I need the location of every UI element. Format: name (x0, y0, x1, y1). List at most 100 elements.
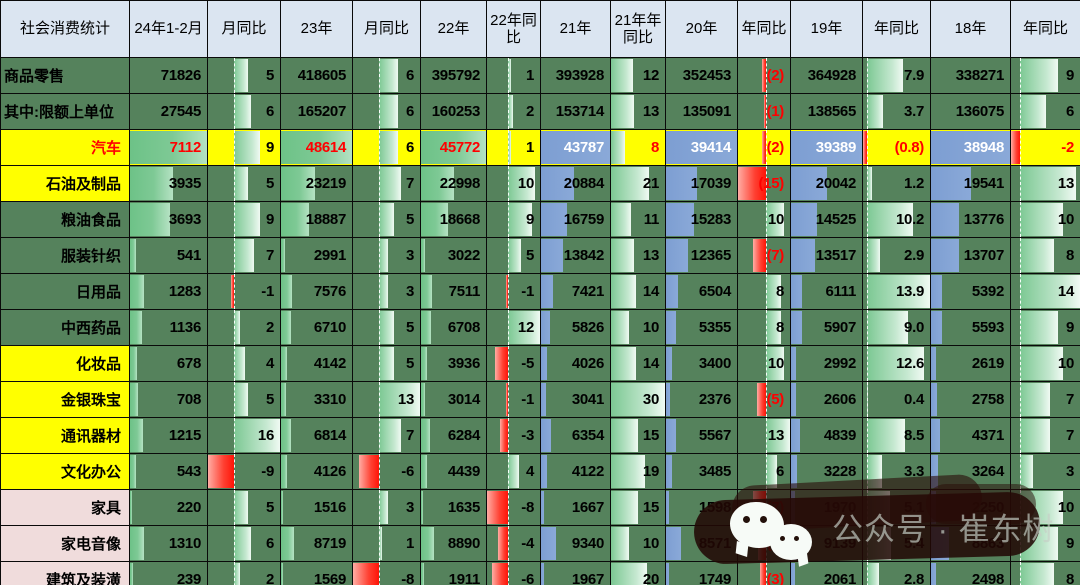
table-cell: 4122 (540, 453, 611, 490)
cell-value: 10.2 (896, 211, 924, 228)
data-bar (130, 131, 207, 164)
cell-value: 10 (1057, 355, 1074, 372)
cell-value: 2.9 (904, 247, 924, 264)
data-bar (541, 347, 548, 380)
negative-yoy-bar (487, 491, 509, 524)
negative-yoy-bar (1011, 131, 1020, 164)
cell-value: 3310 (313, 391, 346, 408)
data-bar (666, 347, 673, 380)
cell-value: 15283 (690, 211, 732, 228)
cell-value: 7511 (448, 283, 481, 300)
data-bar (666, 275, 678, 308)
table-cell: 1.2 (862, 165, 931, 202)
table-cell: 393928 (540, 57, 611, 94)
positive-yoy-bar (508, 131, 511, 164)
cell-value: 1967 (571, 571, 604, 585)
table-cell: 8890 (420, 525, 487, 562)
cell-value: (7) (766, 499, 785, 516)
table-cell: 19541 (930, 165, 1011, 202)
cell-value: 0.4 (904, 391, 924, 408)
data-bar (666, 491, 669, 524)
zero-axis-line (508, 94, 510, 129)
positive-yoy-bar (233, 491, 249, 524)
cell-value: 13 (397, 391, 414, 408)
data-bar (281, 167, 315, 200)
table-cell: 6504 (665, 273, 738, 310)
table-cell: -6 (486, 561, 541, 585)
cell-value: 5 (265, 391, 274, 408)
cell-value: 6 (265, 103, 274, 120)
cell-value: 21 (642, 175, 659, 192)
cell-value: 5 (405, 319, 414, 336)
zero-axis-line (1019, 58, 1021, 93)
cell-value: 20884 (563, 175, 605, 192)
cell-value: 13.9 (896, 283, 924, 300)
cell-value: 7 (1065, 427, 1074, 444)
cell-value: 15 (642, 427, 659, 444)
cell-value: 2 (265, 319, 274, 336)
cell-value: 5392 (971, 283, 1004, 300)
table-cell: -1 (486, 381, 541, 418)
positive-yoy-bar (233, 59, 249, 92)
positive-yoy-bar (611, 383, 665, 416)
data-bar (541, 311, 551, 344)
cell-value: 6710 (313, 319, 346, 336)
zero-axis-line (378, 238, 380, 273)
table-cell: 13 (352, 381, 421, 418)
table-cell: 6814 (280, 417, 353, 454)
cell-value: 8 (775, 319, 784, 336)
row-label: 石油及制品 (0, 165, 130, 202)
cell-value: 19541 (963, 175, 1005, 192)
data-bar (541, 203, 568, 236)
row-label-text: 石油及制品 (45, 176, 121, 193)
cell-value: 5593 (971, 319, 1004, 336)
table-cell: 9 (207, 201, 281, 238)
zero-axis-line (1019, 418, 1021, 453)
table-cell: -1 (486, 273, 541, 310)
table-row: 通讯器材 1215 16 6814 7 6284 -3 6354 15 5567 13 4839 8.5… (0, 417, 1080, 454)
positive-yoy-bar (378, 275, 389, 308)
cell-value: 2 (525, 103, 534, 120)
cell-value: 5 (265, 67, 274, 84)
zero-axis-line (508, 526, 510, 561)
data-bar (931, 131, 1010, 164)
positive-yoy-bar (611, 527, 629, 560)
table-cell: (4) (737, 525, 791, 562)
data-bar (421, 527, 434, 560)
header-row: 社会消费统计 24年1-2月 月同比 23年 月同比 22年 22年同比 21年 21年年同比 2… (0, 0, 1080, 58)
table-row: 粮油食品 3693 9 18887 5 18668 9 16759 11 15283 10 14525… (0, 201, 1080, 238)
cell-value: 4126 (313, 463, 346, 480)
cell-value: 135091 (682, 103, 732, 120)
data-bar (541, 563, 545, 585)
table-row: 家电音像 1310 6 8719 1 8890 -4 9340 10 8571 (4) 9139 5.4… (0, 525, 1080, 562)
row-label: 化妆品 (0, 345, 130, 382)
cell-value: 3264 (971, 463, 1004, 480)
table-cell: 18887 (280, 201, 353, 238)
positive-yoy-bar (378, 239, 389, 272)
data-bar (791, 491, 795, 524)
table-cell: 3 (1010, 453, 1080, 490)
table-cell: 13 (610, 93, 666, 130)
table-cell: (15) (737, 165, 791, 202)
table-cell: 418605 (280, 57, 353, 94)
positive-yoy-bar (611, 419, 638, 452)
data-bar (666, 203, 694, 236)
table-cell: 136075 (930, 93, 1011, 130)
positive-yoy-bar (611, 59, 633, 92)
data-bar (791, 131, 862, 164)
zero-axis-line (233, 238, 235, 273)
table-cell: -2 (1010, 129, 1080, 166)
data-bar (791, 455, 797, 488)
table-cell: 4126 (280, 453, 353, 490)
positive-yoy-bar (1019, 455, 1033, 488)
cell-value: 5567 (698, 427, 731, 444)
positive-yoy-bar (765, 203, 785, 236)
cell-value: 2992 (823, 355, 856, 372)
table-cell: 8 (737, 309, 791, 346)
data-bar (130, 419, 144, 452)
cell-value: -3 (521, 427, 534, 444)
table-row: 汽车 7112 9 48614 6 45772 1 43787 8 39414 (2) 39389 (0… (0, 129, 1080, 166)
table-cell: 5 (207, 489, 281, 526)
cell-value: 6504 (698, 283, 731, 300)
cell-value: 1 (405, 535, 414, 552)
